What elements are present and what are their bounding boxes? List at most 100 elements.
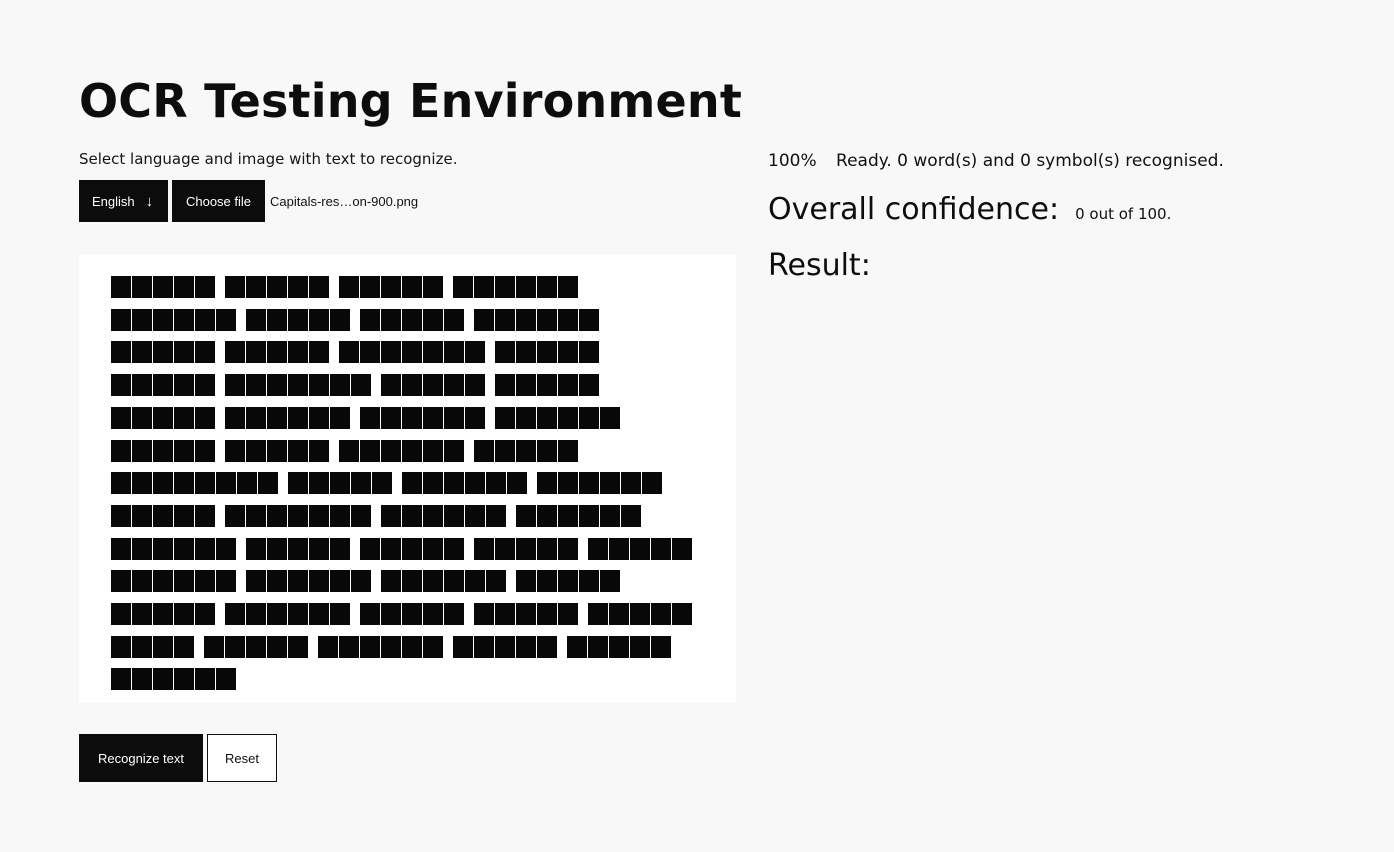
preview-word [453, 276, 579, 298]
preview-word [111, 636, 195, 658]
preview-word [360, 407, 486, 429]
preview-glyph-block [474, 538, 494, 560]
preview-glyph-block [453, 276, 473, 298]
preview-glyph-block [267, 341, 287, 363]
preview-glyph-block [225, 374, 245, 396]
preview-glyph-block [216, 668, 236, 690]
preview-glyph-block [558, 505, 578, 527]
preview-glyph-block [309, 407, 329, 429]
preview-glyph-block [423, 505, 443, 527]
preview-glyph-block [132, 538, 152, 560]
preview-glyph-block [153, 341, 173, 363]
preview-glyph-block [486, 570, 506, 592]
preview-text-line [111, 341, 609, 363]
preview-glyph-block [465, 505, 485, 527]
preview-word [453, 636, 558, 658]
preview-glyph-block [402, 374, 422, 396]
preview-glyph-block [195, 374, 215, 396]
preview-glyph-block [288, 538, 308, 560]
preview-glyph-block [174, 440, 194, 462]
preview-word [588, 538, 693, 560]
preview-glyph-block [351, 505, 371, 527]
preview-glyph-block [402, 472, 422, 494]
preview-glyph-block [111, 407, 131, 429]
reset-button[interactable]: Reset [207, 734, 277, 782]
preview-glyph-block [111, 374, 131, 396]
preview-text-line [111, 472, 672, 494]
preview-glyph-block [558, 440, 578, 462]
preview-glyph-block [486, 505, 506, 527]
preview-glyph-block [465, 341, 485, 363]
preview-glyph-block [465, 472, 485, 494]
preview-glyph-block [423, 603, 443, 625]
preview-glyph-block [651, 603, 671, 625]
preview-glyph-block [402, 538, 422, 560]
preview-glyph-block [507, 472, 527, 494]
preview-glyph-block [309, 505, 329, 527]
language-select-value: English [92, 193, 135, 209]
preview-word [360, 309, 465, 331]
preview-glyph-block [381, 603, 401, 625]
preview-glyph-block [174, 668, 194, 690]
preview-glyph-block [558, 276, 578, 298]
preview-text-line [111, 309, 609, 331]
preview-glyph-block [288, 407, 308, 429]
preview-glyph-block [423, 636, 443, 658]
preview-glyph-block [132, 407, 152, 429]
preview-word [318, 636, 444, 658]
preview-glyph-block [111, 276, 131, 298]
preview-glyph-block [600, 505, 620, 527]
preview-glyph-block [246, 374, 266, 396]
preview-glyph-block [246, 276, 266, 298]
preview-glyph-block [153, 407, 173, 429]
preview-word [111, 341, 216, 363]
preview-text-line [111, 636, 681, 658]
preview-word [111, 505, 216, 527]
choose-file-button[interactable]: Choose file [172, 180, 265, 222]
confidence-row: Overall confidence: 0 out of 100. [768, 192, 1171, 227]
preview-glyph-block [339, 636, 359, 658]
selected-file-name: Capitals-res…on-900.png [270, 193, 419, 209]
preview-glyph-block [381, 505, 401, 527]
preview-glyph-block [309, 309, 329, 331]
input-controls: English ↓ Choose file Capitals-res…on-90… [79, 180, 418, 222]
preview-glyph-block [225, 440, 245, 462]
preview-glyph-block [111, 668, 131, 690]
preview-glyph-block [402, 440, 422, 462]
preview-word [339, 440, 465, 462]
preview-glyph-block [402, 407, 422, 429]
preview-glyph-block [360, 538, 380, 560]
preview-glyph-block [132, 309, 152, 331]
preview-glyph-block [339, 276, 359, 298]
preview-glyph-block [630, 538, 650, 560]
preview-glyph-block [558, 309, 578, 331]
preview-glyph-block [330, 570, 350, 592]
confidence-label: Overall confidence: [768, 192, 1060, 227]
preview-word [111, 570, 237, 592]
preview-glyph-block [444, 341, 464, 363]
preview-glyph-block [318, 636, 338, 658]
preview-glyph-block [195, 407, 215, 429]
preview-word [225, 276, 330, 298]
preview-glyph-block [330, 309, 350, 331]
preview-glyph-block [381, 276, 401, 298]
preview-glyph-block [309, 538, 329, 560]
preview-glyph-block [672, 538, 692, 560]
preview-word [537, 472, 663, 494]
preview-glyph-block [288, 636, 308, 658]
language-select[interactable]: English ↓ [79, 180, 168, 222]
preview-glyph-block [600, 407, 620, 429]
preview-glyph-block [495, 276, 515, 298]
preview-glyph-block [567, 636, 587, 658]
preview-glyph-block [267, 407, 287, 429]
preview-glyph-block [132, 636, 152, 658]
preview-glyph-block [288, 472, 308, 494]
preview-glyph-block [204, 636, 224, 658]
preview-glyph-block [309, 472, 329, 494]
preview-glyph-block [351, 374, 371, 396]
preview-glyph-block [153, 309, 173, 331]
preview-glyph-block [111, 472, 131, 494]
recognize-text-button[interactable]: Recognize text [79, 734, 203, 782]
preview-text-line [111, 276, 588, 298]
preview-word [111, 668, 237, 690]
